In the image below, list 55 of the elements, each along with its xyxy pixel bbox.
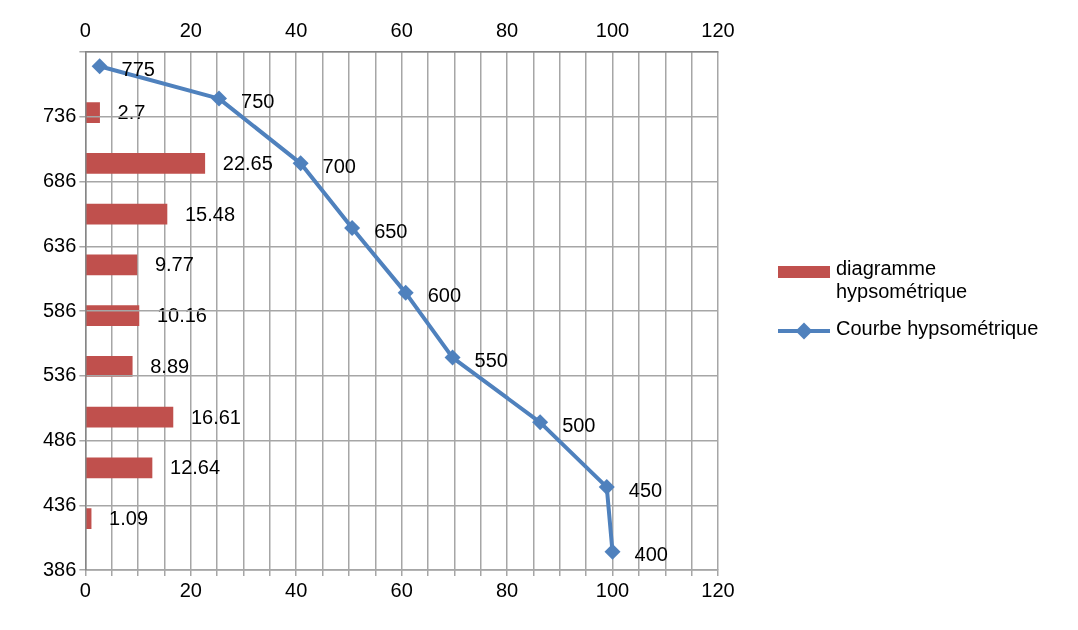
point <box>598 479 615 496</box>
y-tick-label: 536 <box>42 363 77 386</box>
x-tick-label: 100 <box>595 18 630 41</box>
data-label: 1.09 <box>109 507 149 530</box>
bar <box>85 203 168 225</box>
data-label: 15.48 <box>184 202 236 225</box>
legend-label: diagramme hypsométrique <box>836 257 969 303</box>
point <box>91 58 108 75</box>
point <box>604 543 621 560</box>
x-tick-label: 0 <box>79 18 91 41</box>
point <box>532 414 549 431</box>
data-label: 550 <box>474 349 508 372</box>
bar <box>85 254 138 276</box>
x-tick-label: 60 <box>390 578 413 601</box>
data-label: 775 <box>121 57 155 80</box>
data-label: 400 <box>634 543 668 566</box>
y-tick-label: 686 <box>42 169 77 192</box>
data-label: 700 <box>322 154 356 177</box>
data-label: 650 <box>374 219 408 242</box>
data-label: 12.64 <box>170 456 221 479</box>
bar <box>85 457 153 479</box>
data-label: 450 <box>628 478 663 501</box>
data-label: 8.89 <box>150 354 190 377</box>
x-tick-label: 80 <box>496 18 519 41</box>
point <box>344 220 361 237</box>
x-tick-label: 20 <box>179 578 202 601</box>
y-tick-label: 486 <box>42 428 77 451</box>
x-tick-label: 20 <box>179 18 202 41</box>
data-label: 16.61 <box>190 405 241 428</box>
point <box>292 155 309 172</box>
bar <box>85 355 133 377</box>
x-tick-label: 60 <box>390 18 413 41</box>
x-tick-label: 100 <box>595 578 630 601</box>
data-label: 22.65 <box>222 151 273 174</box>
x-tick-label: 120 <box>701 18 735 41</box>
x-tick-label: 80 <box>496 578 519 601</box>
data-label: 750 <box>241 90 275 113</box>
x-tick-label: 40 <box>285 18 308 41</box>
y-tick-label: 636 <box>42 233 77 256</box>
data-label: 9.77 <box>154 253 194 276</box>
y-tick-label: 386 <box>42 557 77 580</box>
data-label: 600 <box>427 284 462 307</box>
point <box>444 349 461 366</box>
x-tick-label: 40 <box>285 578 308 601</box>
x-tick-label: 0 <box>79 578 91 601</box>
y-tick-label: 436 <box>42 492 77 515</box>
x-tick-label: 120 <box>701 578 735 601</box>
bar <box>85 153 206 174</box>
legend-label: Courbe hypsométrique <box>836 317 1039 340</box>
data-label: 500 <box>562 413 596 436</box>
point <box>211 90 228 107</box>
point <box>397 284 414 301</box>
y-tick-label: 736 <box>42 104 77 127</box>
bar <box>85 406 174 428</box>
y-tick-label: 586 <box>42 298 77 321</box>
